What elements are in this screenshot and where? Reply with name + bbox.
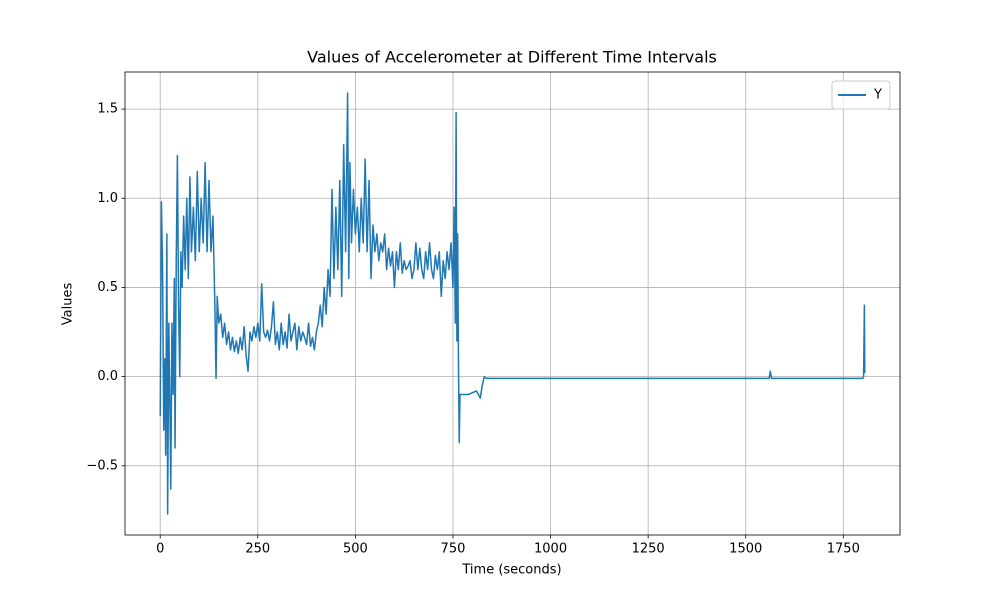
chart-title: Values of Accelerometer at Different Tim… xyxy=(307,48,717,67)
x-tick-label: 500 xyxy=(343,542,368,557)
x-axis-label: Time (seconds) xyxy=(461,563,561,578)
plot-frame xyxy=(124,71,901,536)
x-tick-label: 1750 xyxy=(827,542,860,557)
y-tick-label: 1.0 xyxy=(97,191,118,206)
y-tick-label: 0.0 xyxy=(97,369,118,384)
x-tick-label: 1500 xyxy=(729,542,762,557)
data-line xyxy=(159,92,866,515)
y-tick-label: −0.5 xyxy=(86,458,118,473)
y-tick-label: 1.5 xyxy=(97,102,118,117)
x-tick-label: 0 xyxy=(156,542,164,557)
legend-label: Y xyxy=(873,88,882,103)
x-tick-label: 1000 xyxy=(534,542,567,557)
x-tick-label: 750 xyxy=(441,542,466,557)
y-axis-label: Values xyxy=(61,283,76,326)
x-tick-label: 1250 xyxy=(632,542,665,557)
x-tick-label: 250 xyxy=(245,542,270,557)
y-tick-label: 0.5 xyxy=(97,280,118,295)
